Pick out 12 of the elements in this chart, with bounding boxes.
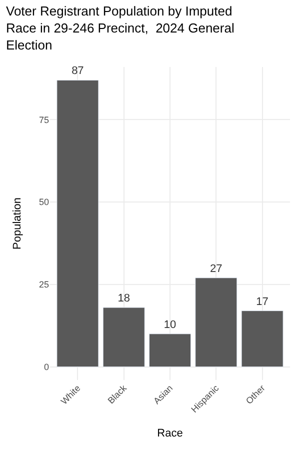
y-tick-label: 25 — [38, 280, 49, 290]
data-label: 87 — [72, 65, 84, 78]
data-label: 27 — [210, 262, 222, 275]
y-tick-label: 75 — [38, 114, 49, 125]
y-tick-label: 50 — [38, 197, 49, 208]
y-tick-label: 0 — [44, 362, 49, 372]
data-label: 18 — [118, 292, 130, 305]
data-label: 17 — [256, 296, 268, 308]
data-label: 10 — [164, 318, 176, 331]
y-axis-title: Population — [12, 198, 24, 250]
chart-title: Voter Registrant Population by Imputed Race in 29-246 Precinct, 2024 General Election — [6, 4, 234, 52]
x-axis-title: Race — [157, 428, 183, 440]
